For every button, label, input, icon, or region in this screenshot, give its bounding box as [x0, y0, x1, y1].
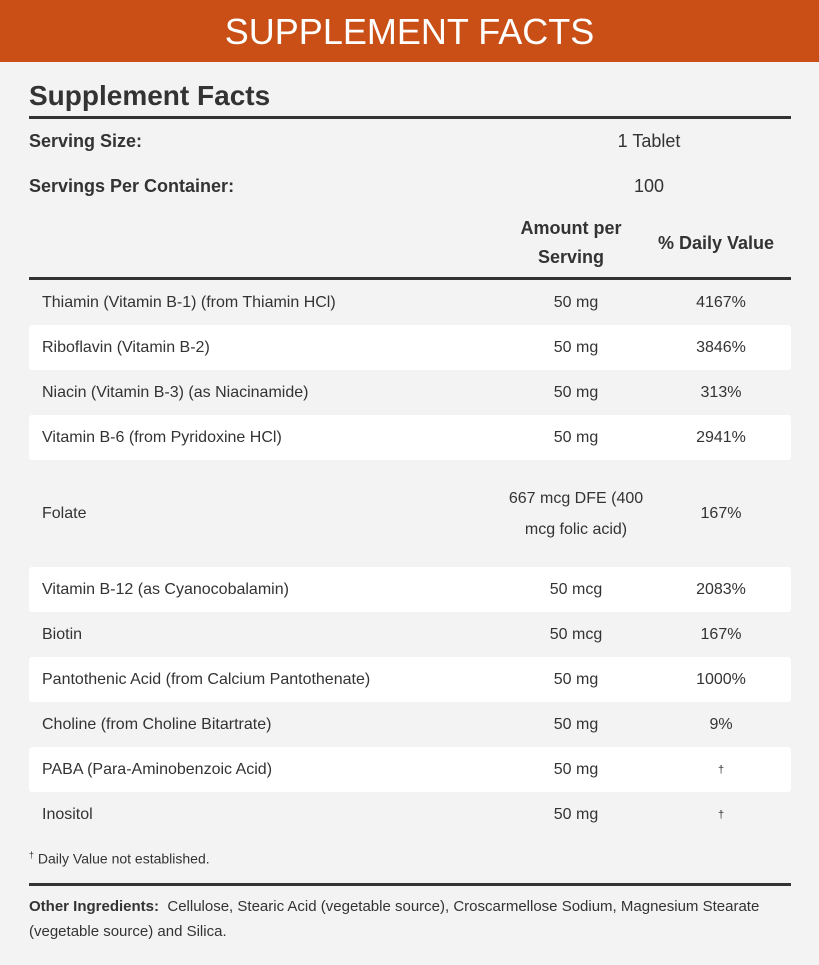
amount-per-serving: 50 mg	[553, 384, 599, 401]
serving-size-row: Serving Size: 1 Tablet	[29, 119, 791, 164]
table-row: Vitamin B-6 (from Pyridoxine HCl) 50 mg 29…	[29, 415, 791, 460]
table-row: Thiamin (Vitamin B-1) (from Thiamin HCl)…	[29, 280, 791, 325]
dagger-mark: †	[29, 850, 35, 860]
table-row: Inositol 50 mg †	[29, 792, 791, 837]
daily-value: †	[717, 808, 725, 821]
nutrient-name: Riboflavin (Vitamin B-2)	[42, 338, 210, 356]
table-row: Vitamin B-12 (as Cyanocobalamin) 50 mcg 20…	[29, 567, 791, 612]
nutrient-table: Thiamin (Vitamin B-1) (from Thiamin HCl)…	[29, 280, 791, 837]
banner-title: SUPPLEMENT FACTS	[0, 0, 819, 62]
divider	[29, 277, 791, 280]
nutrient-name: Thiamin (Vitamin B-1) (from Thiamin HCl)	[42, 293, 336, 311]
amount-per-serving: 50 mg	[553, 806, 599, 823]
daily-value: †	[717, 763, 725, 776]
table-row: Pantothenic Acid (from Calcium Pantothen…	[29, 657, 791, 702]
servings-per-container-value: 100	[633, 176, 665, 196]
nutrient-name: Inositol	[42, 805, 93, 823]
amount-per-serving: 50 mg	[553, 294, 599, 311]
nutrient-name: Vitamin B-12 (as Cyanocobalamin)	[42, 580, 289, 598]
nutrient-name: Niacin (Vitamin B-3) (as Niacinamide)	[42, 383, 309, 401]
amount-per-serving: 50 mg	[553, 761, 599, 778]
serving-size-label: Serving Size:	[29, 131, 143, 151]
other-ingredients-label: Other Ingredients:	[29, 898, 160, 915]
daily-value: 313%	[700, 383, 742, 401]
amount-column-header: Amount per Serving	[511, 214, 631, 272]
daily-value: 9%	[709, 715, 733, 733]
daily-value: 167%	[700, 504, 742, 522]
table-row: Riboflavin (Vitamin B-2) 50 mg 3846%	[29, 325, 791, 370]
amount-header-line1: Amount per	[520, 218, 622, 238]
amount-per-serving: 50 mg	[553, 339, 599, 356]
divider	[29, 883, 791, 886]
footnote: † Daily Value not established.	[29, 850, 791, 883]
nutrient-name: Folate	[42, 504, 87, 522]
footnote-text: Daily Value not established.	[37, 850, 210, 867]
amount-per-serving: 50 mg	[553, 716, 599, 733]
amount-header-line2: Serving	[537, 247, 605, 267]
table-header: Amount per Serving % Daily Value	[29, 209, 791, 277]
amount-per-serving: 50 mcg	[549, 581, 603, 598]
nutrient-name: Choline (from Choline Bitartrate)	[42, 715, 272, 733]
serving-size-value: 1 Tablet	[617, 131, 681, 151]
supplement-facts-panel: Supplement Facts Serving Size: 1 Tablet …	[29, 62, 791, 944]
amount-per-serving: 667 mcg DFE (400 mcg folic acid)	[508, 489, 644, 538]
table-row: Niacin (Vitamin B-3) (as Niacinamide) 50 …	[29, 370, 791, 415]
other-ingredients: Other Ingredients: Cellulose, Stearic Ac…	[29, 894, 791, 944]
daily-value: 167%	[700, 625, 742, 643]
servings-per-container-row: Servings Per Container: 100	[29, 164, 791, 209]
daily-value: 4167%	[696, 293, 746, 311]
amount-per-serving: 50 mg	[553, 671, 599, 688]
amount-per-serving: 50 mg	[553, 429, 599, 446]
nutrient-name: PABA (Para-Aminobenzoic Acid)	[42, 760, 273, 778]
daily-value: 2941%	[696, 428, 746, 446]
nutrient-name: Pantothenic Acid (from Calcium Pantothen…	[42, 670, 371, 688]
daily-value-column-header: % Daily Value	[657, 232, 775, 253]
table-row: Choline (from Choline Bitartrate) 50 mg 9%	[29, 702, 791, 747]
table-row: Biotin 50 mcg 167%	[29, 612, 791, 657]
daily-value: 3846%	[696, 338, 746, 356]
daily-value: 2083%	[696, 580, 746, 598]
divider	[29, 116, 791, 119]
panel-title: Supplement Facts	[29, 80, 271, 111]
table-row: PABA (Para-Aminobenzoic Acid) 50 mg †	[29, 747, 791, 792]
daily-value: 1000%	[696, 670, 746, 688]
table-row: Folate 667 mcg DFE (400 mcg folic acid) 16…	[29, 460, 791, 567]
amount-per-serving: 50 mcg	[549, 626, 603, 643]
nutrient-name: Vitamin B-6 (from Pyridoxine HCl)	[42, 428, 282, 446]
servings-per-container-label: Servings Per Container:	[29, 176, 235, 196]
nutrient-name: Biotin	[42, 625, 83, 643]
other-ingredients-text: Cellulose, Stearic Acid (vegetable sourc…	[29, 898, 760, 940]
